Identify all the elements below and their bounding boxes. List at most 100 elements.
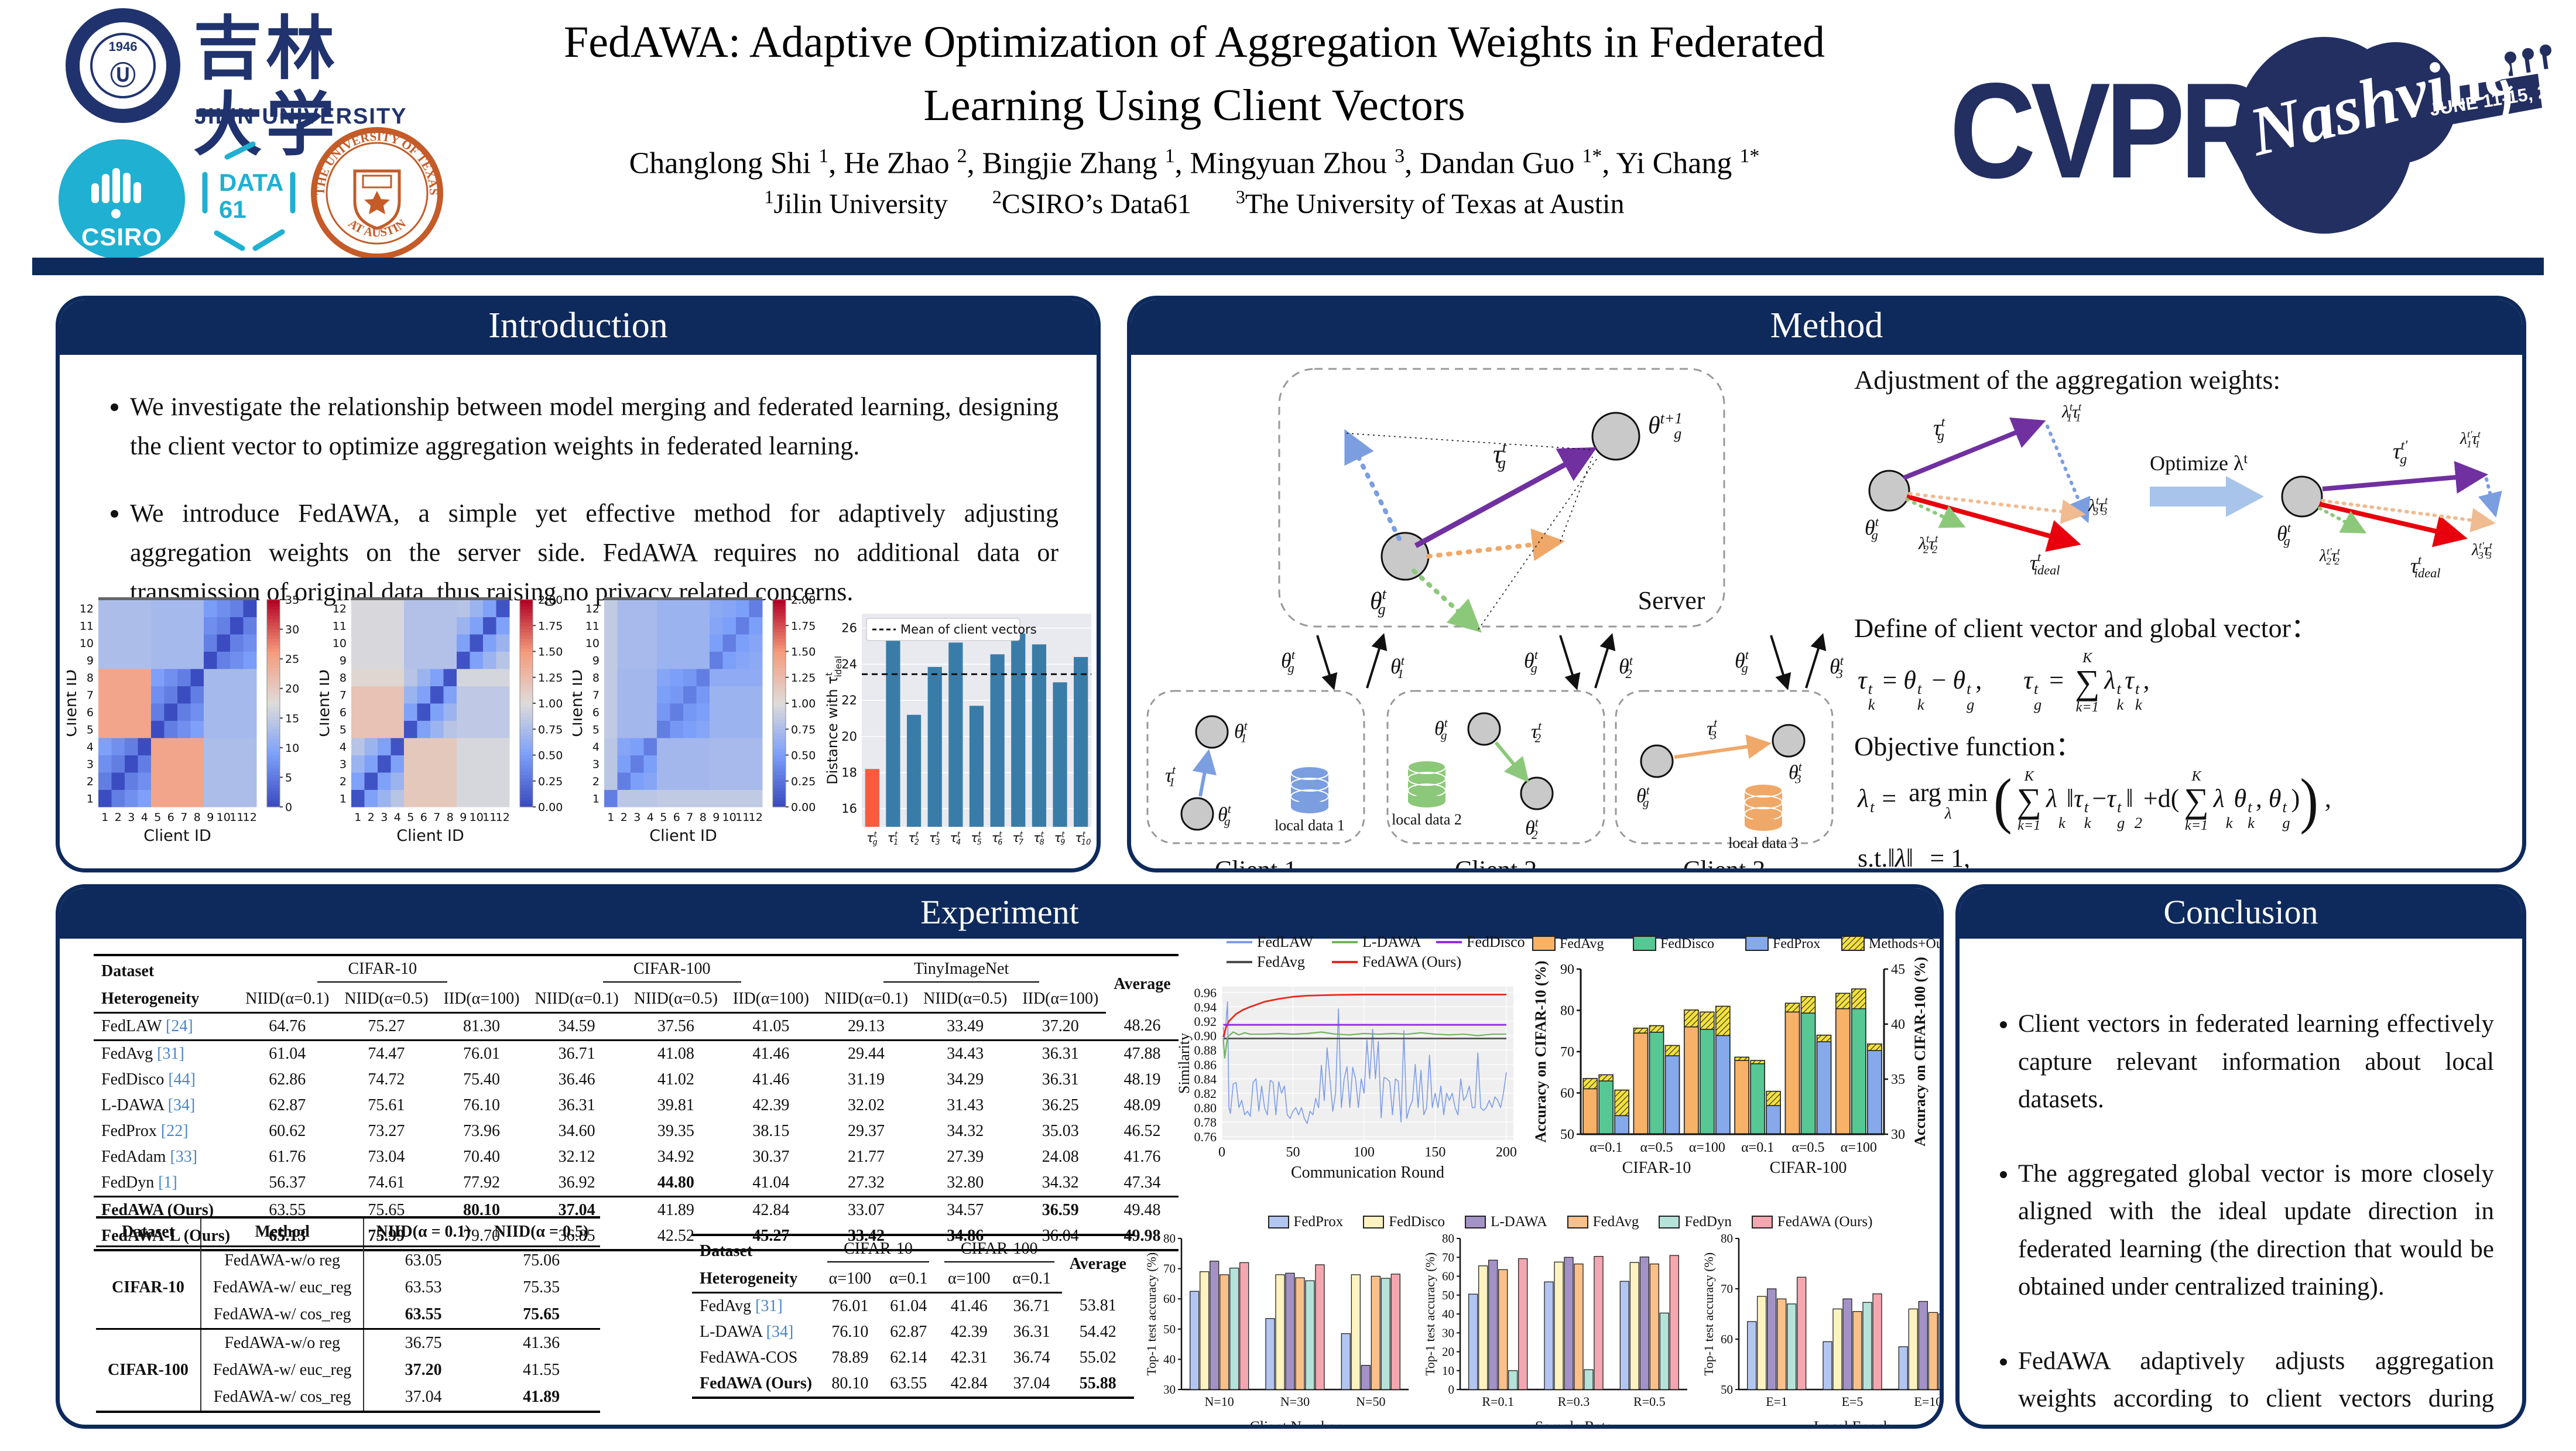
svg-text:90: 90 <box>1560 962 1574 977</box>
svg-text:0.80: 0.80 <box>1194 1101 1217 1115</box>
svg-text:1.25: 1.25 <box>538 672 563 685</box>
federated-learning-diagram: Server θt​g​ θt+1​g​ τt​g​ θt​g​ θt​1​ θt​g​ θt… <box>1142 363 1844 872</box>
data61-logo: DATA 61 <box>193 141 304 258</box>
svg-text:Client ID: Client ID <box>320 669 333 737</box>
svg-text:3: 3 <box>633 811 640 824</box>
svg-text:θt​2​: θt​2​ <box>1525 815 1539 841</box>
conclusion-header: Conclusion <box>1960 888 2522 939</box>
svg-text:2.00: 2.00 <box>538 594 563 607</box>
svg-text:50: 50 <box>1442 1288 1454 1302</box>
svg-text:λt′​3​τt​3​: λt′​3​τt​3​ <box>2471 540 2493 561</box>
svg-text:λt′​2​τt​2​: λt′​2​τt​2​ <box>2319 546 2341 567</box>
ut-austin-seal-icon: THE UNIVERSITY OF TEXAS AT AUSTIN <box>311 127 443 259</box>
svg-text:α=100: α=100 <box>1841 1140 1877 1155</box>
svg-text:20: 20 <box>1442 1345 1454 1359</box>
svg-text:20: 20 <box>285 683 299 696</box>
svg-text:4: 4 <box>592 741 600 754</box>
svg-text:10: 10 <box>1442 1364 1454 1378</box>
svg-text:10: 10 <box>80 637 94 650</box>
svg-text:3: 3 <box>592 758 600 771</box>
svg-text:0: 0 <box>285 801 292 814</box>
svg-text:τt​g​: τt​g​ <box>1933 415 1946 444</box>
svg-text:E=5: E=5 <box>1842 1394 1864 1409</box>
svg-text:12: 12 <box>749 811 763 824</box>
similarity-line-chart: FedLAW L-DAWA FedDisco FedAvg FedAWA (Ours) 0… <box>1175 933 1526 1189</box>
table-row: L-DAWA [34] 62.87 75.61 76.10 36.31 39.81 42.3… <box>101 1096 1161 1114</box>
svg-text:λt​3​τt​3​: λt​3​τt​3​ <box>2088 495 2108 518</box>
svg-text:1.75: 1.75 <box>791 620 816 632</box>
svg-text:9: 9 <box>460 811 467 824</box>
svg-text:τt​8​: τt​8​ <box>1033 831 1044 847</box>
conclusion-bullet: The aggregated global vector is more clo… <box>2018 1155 2494 1306</box>
svg-text:5: 5 <box>154 811 161 824</box>
csiro-wordmark: CSIRO <box>81 223 162 251</box>
svg-text:30: 30 <box>1891 1127 1905 1142</box>
svg-text:λt′​1​τt​1​: λt′​1​τt​1​ <box>2459 429 2481 450</box>
svg-text:Client ID: Client ID <box>396 827 464 845</box>
cos-ablation-table: Dataset CIFAR-10 CIFAR-100 Average Heterogen… <box>692 1234 1134 1399</box>
svg-text:8: 8 <box>592 672 600 685</box>
csiro-hand-icon <box>91 168 141 218</box>
svg-text:12: 12 <box>80 603 94 615</box>
svg-text:0.75: 0.75 <box>538 723 563 736</box>
svg-text:τt​3​: τt​3​ <box>929 831 940 847</box>
svg-text:0.50: 0.50 <box>791 750 816 762</box>
cos-ablation-table: Dataset CIFAR-10 CIFAR-100 Average Heterogen… <box>692 1234 1134 1399</box>
svg-text:26: 26 <box>841 621 857 635</box>
main-results-table-container: Dataset CIFAR-10 CIFAR-100 TinyImageNet Aver… <box>94 954 1179 1251</box>
svg-text:θt​g​: θt​g​ <box>1636 783 1650 809</box>
svg-text:τt​g​: τt​g​ <box>866 831 878 847</box>
svg-text:2: 2 <box>621 811 628 824</box>
svg-text:0.78: 0.78 <box>1194 1115 1217 1130</box>
table-row: FedDisco [44] 62.86 74.72 75.40 36.46 41.02 41… <box>101 1070 1161 1089</box>
panel-introduction: Introduction We investigate the relation… <box>56 296 1101 872</box>
table-row: FedLAW [24] 64.76 75.27 81.30 34.59 37.56 41.0… <box>94 1013 1179 1041</box>
svg-text:θt​g​: θt​g​ <box>2277 521 2291 548</box>
svg-text:CIFAR-10: CIFAR-10 <box>1622 1159 1691 1177</box>
svg-text:7: 7 <box>87 689 94 701</box>
svg-text:10: 10 <box>333 637 347 650</box>
aggregation-weights-diagram: θt​g​ τt​g​ τt​ideal​ λt​1​τt​1​ λt​2​τt​2​ λ… <box>1854 400 2522 596</box>
svg-text:0.75: 0.75 <box>791 723 816 736</box>
svg-text:Client 3: Client 3 <box>1683 855 1766 872</box>
svg-text:10: 10 <box>585 637 600 650</box>
svg-text:Client 2: Client 2 <box>1455 855 1537 872</box>
cvpr-nashville-logo: CVPR Nashville JUNE 11-15, 2025 <box>1950 15 2558 249</box>
svg-text:10: 10 <box>470 811 484 824</box>
svg-text:0.94: 0.94 <box>1194 1000 1217 1014</box>
svg-text:θt​3​: θt​3​ <box>1789 759 1803 786</box>
svg-text:11: 11 <box>229 811 244 824</box>
svg-text:0.25: 0.25 <box>791 775 816 788</box>
svg-text:6: 6 <box>167 811 174 824</box>
svg-text:N=30: N=30 <box>1280 1394 1310 1409</box>
svg-text:11: 11 <box>735 811 749 824</box>
svg-text:70: 70 <box>1442 1250 1454 1264</box>
svg-text:100: 100 <box>1354 1145 1375 1160</box>
svg-text:80: 80 <box>1721 1231 1733 1245</box>
table-row: FedProx [22] 60.62 73.27 73.96 34.60 39.35 38.… <box>101 1122 1161 1140</box>
table-row: CIFAR-10 FedAWA-w/o reg 63.05 75.06 <box>96 1246 600 1296</box>
svg-text:0.84: 0.84 <box>1194 1072 1217 1086</box>
jilin-university-chinese-name: 吉林大学 <box>193 11 339 164</box>
table-row: FedAWA-w/ euc_reg 63.53 75.35 <box>96 1274 600 1301</box>
svg-text:τt​1​: τt​1​ <box>1165 762 1176 789</box>
svg-text:8: 8 <box>194 811 201 824</box>
svg-text:10: 10 <box>285 742 299 755</box>
svg-text:Sample Rate: Sample Rate <box>1535 1418 1612 1429</box>
svg-text:5: 5 <box>340 723 347 736</box>
svg-text:θt​g​: θt​g​ <box>1370 586 1387 618</box>
svg-text:Server: Server <box>1638 586 1705 615</box>
svg-text:50: 50 <box>1721 1382 1733 1397</box>
svg-text:30: 30 <box>1442 1326 1454 1340</box>
main-results-table: Dataset CIFAR-10 CIFAR-100 TinyImageNet Aver… <box>94 954 1179 1251</box>
svg-text:θt​g​: θt​g​ <box>1281 648 1296 675</box>
svg-text:τt​1​: τt​1​ <box>887 831 898 847</box>
svg-text:1.25: 1.25 <box>791 672 816 685</box>
title-block: FedAWA: Adaptive Optimization of Aggrega… <box>468 11 1920 220</box>
svg-text:2.00: 2.00 <box>791 594 816 607</box>
svg-text:150: 150 <box>1424 1145 1445 1160</box>
svg-text:5: 5 <box>285 771 292 784</box>
table-row: FedAWA (Ours) 63.55 75.65 80.10 37.04 41.89 42… <box>94 1196 1179 1224</box>
svg-text:12: 12 <box>243 811 257 824</box>
